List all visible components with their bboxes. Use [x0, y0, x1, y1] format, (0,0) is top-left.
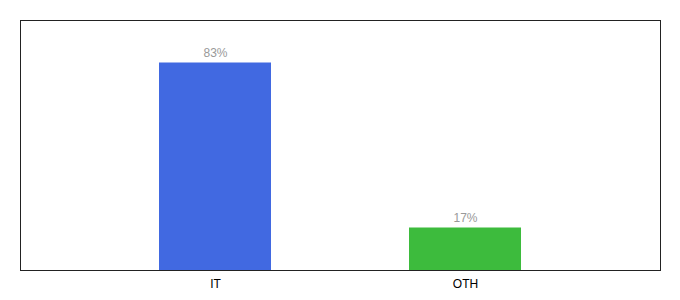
svg-text:83%: 83% — [203, 46, 227, 60]
svg-text:OTH: OTH — [453, 277, 478, 291]
svg-text:IT: IT — [210, 277, 221, 291]
svg-text:17%: 17% — [453, 211, 477, 225]
